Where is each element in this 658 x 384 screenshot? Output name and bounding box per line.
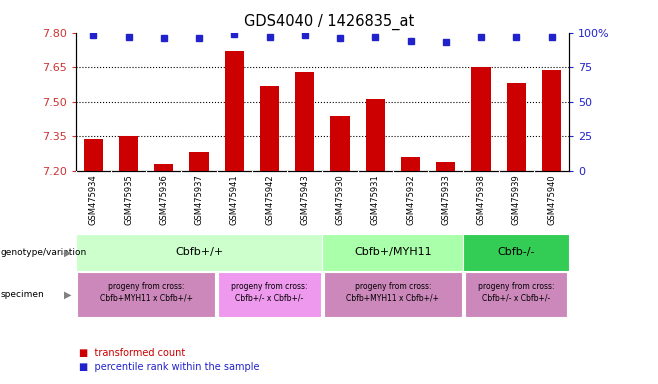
Text: ▶: ▶ xyxy=(64,290,71,300)
Bar xyxy=(224,51,244,171)
Text: GSM475930: GSM475930 xyxy=(336,174,345,225)
Bar xyxy=(295,72,315,171)
Text: GSM475939: GSM475939 xyxy=(512,174,520,225)
Text: GSM475942: GSM475942 xyxy=(265,174,274,225)
Text: progeny from cross:
Cbfb+MYH11 x Cbfb+/+: progeny from cross: Cbfb+MYH11 x Cbfb+/+ xyxy=(99,282,193,303)
Bar xyxy=(119,136,138,171)
Bar xyxy=(218,272,320,317)
Text: progeny from cross:
Cbfb+/- x Cbfb+/-: progeny from cross: Cbfb+/- x Cbfb+/- xyxy=(478,282,555,303)
Bar xyxy=(78,272,215,317)
Text: GSM475933: GSM475933 xyxy=(442,174,450,225)
Bar xyxy=(366,99,385,171)
Text: GSM475938: GSM475938 xyxy=(476,174,486,225)
Text: GSM475932: GSM475932 xyxy=(406,174,415,225)
Text: Cbfb+/+: Cbfb+/+ xyxy=(175,247,223,258)
Text: GSM475935: GSM475935 xyxy=(124,174,133,225)
Text: GSM475931: GSM475931 xyxy=(371,174,380,225)
Text: GSM475940: GSM475940 xyxy=(547,174,556,225)
Text: genotype/variation: genotype/variation xyxy=(1,248,87,257)
Bar xyxy=(507,83,526,171)
Bar xyxy=(401,157,420,171)
Text: specimen: specimen xyxy=(1,290,44,299)
Bar xyxy=(190,152,209,171)
Text: ■  transformed count: ■ transformed count xyxy=(79,348,185,358)
Bar xyxy=(465,272,567,317)
Bar xyxy=(322,234,463,271)
Text: GSM475937: GSM475937 xyxy=(195,174,203,225)
Text: ■  percentile rank within the sample: ■ percentile rank within the sample xyxy=(79,362,259,372)
Text: GSM475941: GSM475941 xyxy=(230,174,239,225)
Bar xyxy=(463,234,569,271)
Text: ▶: ▶ xyxy=(64,247,71,258)
Bar xyxy=(76,234,322,271)
Text: GSM475936: GSM475936 xyxy=(159,174,168,225)
Text: progeny from cross:
Cbfb+/- x Cbfb+/-: progeny from cross: Cbfb+/- x Cbfb+/- xyxy=(232,282,308,303)
Text: GSM475943: GSM475943 xyxy=(300,174,309,225)
Text: GDS4040 / 1426835_at: GDS4040 / 1426835_at xyxy=(244,13,414,30)
Text: GSM475934: GSM475934 xyxy=(89,174,98,225)
Text: Cbfb-/-: Cbfb-/- xyxy=(497,247,535,258)
Bar xyxy=(330,116,350,171)
Text: Cbfb+/MYH11: Cbfb+/MYH11 xyxy=(354,247,432,258)
Bar xyxy=(436,162,455,171)
Bar xyxy=(542,70,561,171)
Bar xyxy=(154,164,174,171)
Bar xyxy=(84,139,103,171)
Text: progeny from cross:
Cbfb+MYH11 x Cbfb+/+: progeny from cross: Cbfb+MYH11 x Cbfb+/+ xyxy=(346,282,440,303)
Bar xyxy=(471,67,491,171)
Bar xyxy=(260,86,279,171)
Bar xyxy=(324,272,462,317)
